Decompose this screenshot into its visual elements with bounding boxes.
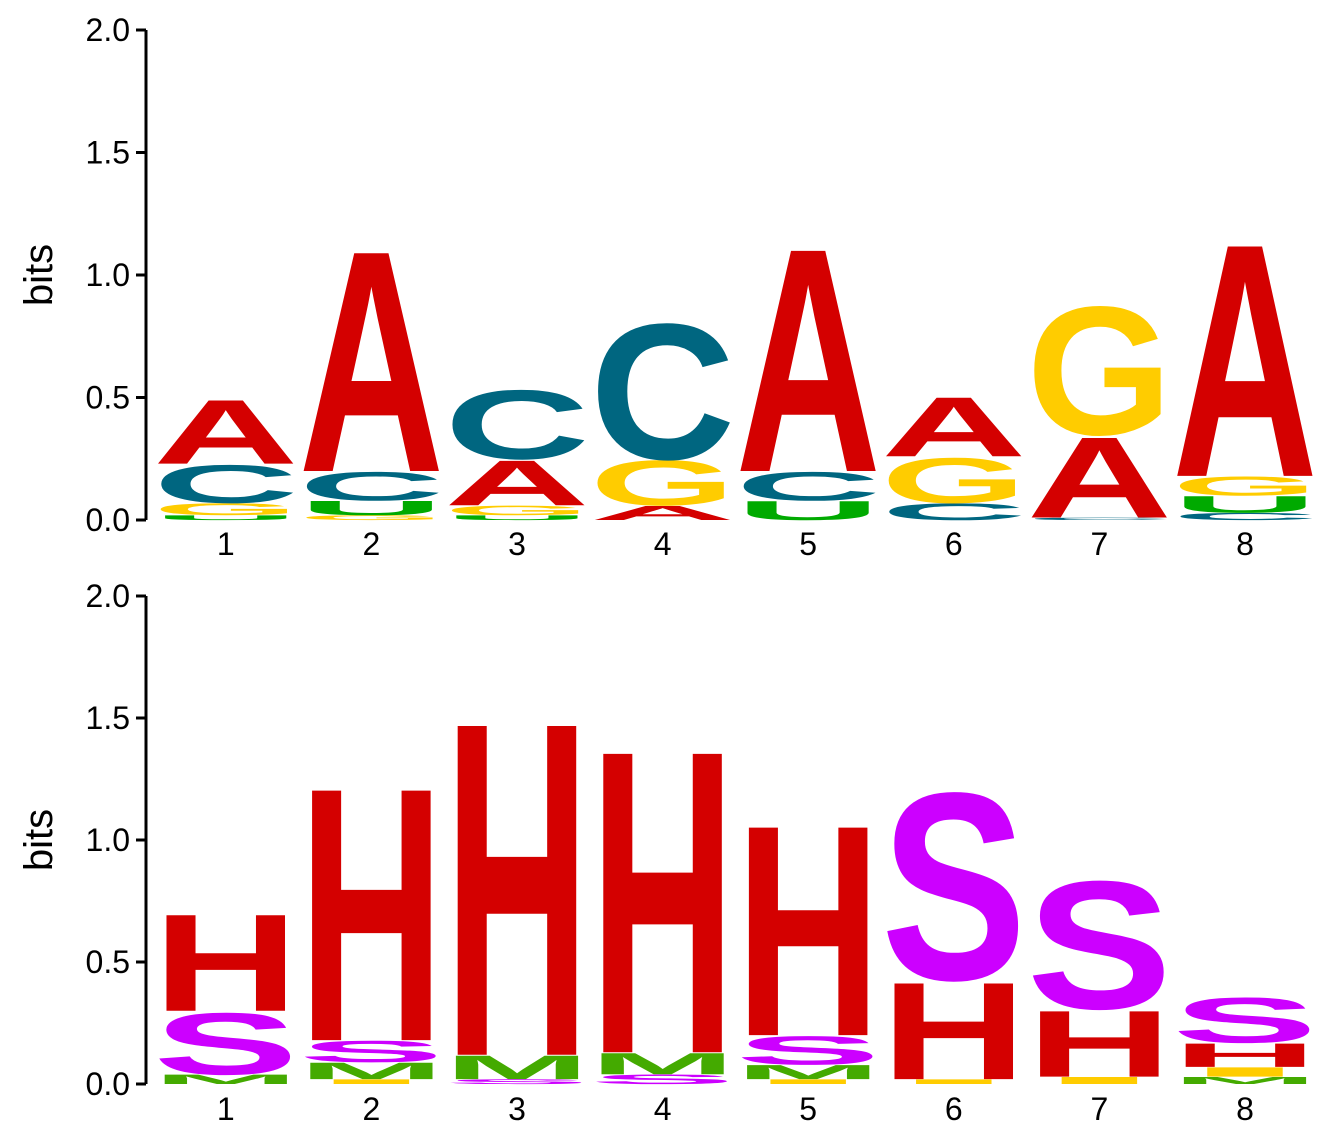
logo-letter-m: M	[735, 1061, 881, 1084]
y-tick-label: 0.0	[86, 1066, 130, 1102]
y-tick-label: 1.5	[86, 135, 130, 171]
logo-letter-g: G	[1172, 471, 1318, 501]
logo-letter-g: G	[1027, 269, 1173, 474]
logo-letter-c: C	[590, 283, 736, 500]
position-label: 3	[508, 1091, 526, 1127]
logo-letter-c: C	[299, 463, 445, 509]
position-label: 3	[508, 526, 526, 562]
position-label: 1	[217, 1091, 235, 1127]
y-tick-label: 1.5	[86, 700, 130, 736]
position-label: 2	[363, 526, 381, 562]
logo-letter-u: U	[1172, 491, 1318, 518]
logo-letter-u: U	[153, 514, 299, 522]
logo-letter-h: H	[1172, 1036, 1318, 1074]
position-label: 2	[363, 1091, 381, 1127]
logo-letter-h: H	[881, 953, 1027, 1109]
position-label: 5	[799, 526, 817, 562]
logo-letter-i: I	[881, 1078, 1027, 1086]
position-label: 7	[1091, 1091, 1109, 1127]
logo-letter-g: G	[881, 444, 1027, 516]
logo-letter-m: M	[444, 1048, 590, 1086]
logo-letter-m: M	[299, 1058, 445, 1084]
logo-letter-a: A	[444, 447, 590, 520]
y-tick-label: 1.0	[86, 257, 130, 293]
logo-letter-g: G	[590, 447, 736, 519]
logo-letter-h: H	[299, 713, 445, 1118]
y-tick-label: 2.0	[86, 12, 130, 48]
logo-letter-a: A	[1172, 176, 1318, 548]
logo-letter-c: C	[1027, 517, 1173, 521]
logo-letter-s: S	[735, 1028, 881, 1073]
logo-letter-a: A	[299, 186, 445, 539]
logo-letter-h: H	[735, 764, 881, 1100]
logo-letter-c: C	[153, 454, 299, 515]
logo-letter-i: I	[1027, 1075, 1173, 1086]
logo-letter-h: H	[1027, 991, 1173, 1097]
logo-letter-c: C	[1172, 511, 1318, 522]
logo-letter-i: I	[1172, 1064, 1318, 1079]
position-label: 6	[945, 1091, 963, 1127]
logo-letter-s: S	[299, 1035, 445, 1069]
logo-letter-a: A	[153, 381, 299, 484]
logo-letter-i: I	[735, 1078, 881, 1086]
position-label: 4	[654, 1091, 672, 1127]
logo-letter-s: S	[444, 1078, 590, 1086]
logo-letter-m: M	[153, 1072, 299, 1087]
y-tick-label: 2.0	[86, 578, 130, 614]
logo-letter-m: M	[1172, 1075, 1318, 1086]
logo-letter-s: S	[590, 1072, 736, 1087]
logo-letter-h: H	[444, 622, 590, 1130]
position-label: 8	[1236, 1091, 1254, 1127]
logo-letter-u: U	[299, 497, 445, 520]
logo-letter-a: A	[590, 502, 736, 525]
logo-letter-a: A	[735, 181, 881, 539]
position-label: 1	[217, 526, 235, 562]
logo-letter-h: H	[590, 660, 736, 1130]
logo-letter-g: G	[444, 503, 590, 518]
position-label: 4	[654, 526, 672, 562]
logo-letter-u: U	[735, 496, 881, 526]
logo-letter-c: C	[444, 369, 590, 480]
logo-letter-g: G	[153, 500, 299, 519]
logo-letter-g: G	[299, 514, 445, 522]
logo-letter-h: H	[153, 885, 299, 1041]
logo-letter-m: M	[590, 1047, 736, 1081]
position-label: 6	[945, 526, 963, 562]
logo-letter-a: A	[1027, 413, 1173, 543]
position-label: 7	[1091, 526, 1109, 562]
logo-letter-u: U	[444, 514, 590, 522]
logo-letter-s: S	[881, 737, 1027, 1036]
logo-letter-i: I	[299, 1078, 445, 1086]
position-label: 8	[1236, 526, 1254, 562]
logo-letter-s: S	[1027, 843, 1173, 1047]
y-tick-label: 1.0	[86, 822, 130, 858]
y-axis-label: bits	[17, 809, 61, 871]
y-tick-label: 0.5	[86, 380, 130, 416]
y-tick-label: 0.0	[86, 502, 130, 538]
logo-letter-c: C	[881, 499, 1027, 526]
position-label: 5	[799, 1091, 817, 1127]
logo-letter-a: A	[881, 379, 1027, 474]
y-tick-label: 0.5	[86, 944, 130, 980]
logo-letter-s: S	[153, 995, 299, 1093]
logo-letter-c: C	[735, 463, 881, 509]
logo-letter-s: S	[1172, 985, 1318, 1057]
y-axis-label: bits	[17, 244, 61, 306]
